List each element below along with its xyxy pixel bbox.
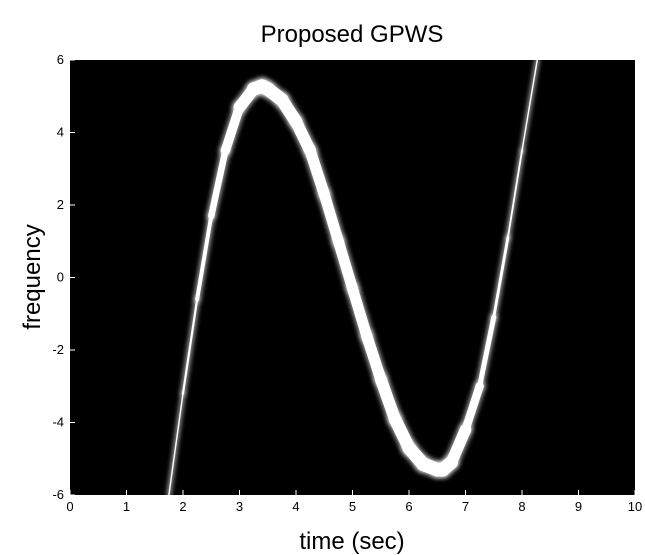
y-tick-label: 6	[57, 52, 64, 67]
curve-segment	[477, 314, 497, 389]
curve-segment	[492, 236, 510, 319]
x-tick-label: 5	[349, 499, 356, 514]
curve-segment	[506, 149, 523, 239]
curve-segment	[461, 382, 484, 434]
curve-segment	[361, 329, 387, 385]
curve-segment	[181, 298, 199, 395]
y-tick-label: 4	[57, 125, 64, 140]
x-tick-label: 10	[628, 499, 642, 514]
y-tick-label: 0	[57, 270, 64, 285]
x-tick-label: 1	[123, 499, 130, 514]
axis-ticks: 0 1 2 3 4 5 6 7 8 9 10 6 4 2 0 -2 -4 -6	[52, 52, 642, 514]
curve-segment	[445, 423, 472, 469]
x-tick-label: 0	[66, 499, 73, 514]
y-tick-label: -2	[52, 342, 64, 357]
curve-segment	[374, 373, 401, 425]
x-tick-label: 2	[179, 499, 186, 514]
x-tick-label: 8	[518, 499, 525, 514]
chart-title: Proposed GPWS	[261, 21, 444, 48]
y-tick-label: -4	[52, 415, 64, 430]
x-tick-label: 7	[462, 499, 469, 514]
curve-segment	[318, 188, 344, 247]
curve-segment	[195, 213, 214, 302]
curve-segment	[332, 235, 358, 294]
y-axis-label: frequency	[19, 224, 46, 329]
x-tick-label: 3	[236, 499, 243, 514]
curve-core	[168, 60, 538, 495]
curve-segment	[220, 102, 245, 156]
x-tick-label: 6	[405, 499, 412, 514]
curve-segment	[168, 392, 184, 495]
curve-segment	[207, 147, 229, 220]
x-axis-label: time (sec)	[299, 528, 404, 555]
curve-segment	[304, 145, 330, 200]
curve-segment	[347, 282, 373, 341]
curve-segment	[521, 60, 538, 152]
y-tick-label: 2	[57, 197, 64, 212]
x-tick-label: 4	[292, 499, 299, 514]
x-tick-label: 9	[575, 499, 582, 514]
curve-layer	[166, 60, 540, 495]
y-tick-label: -6	[52, 487, 64, 502]
